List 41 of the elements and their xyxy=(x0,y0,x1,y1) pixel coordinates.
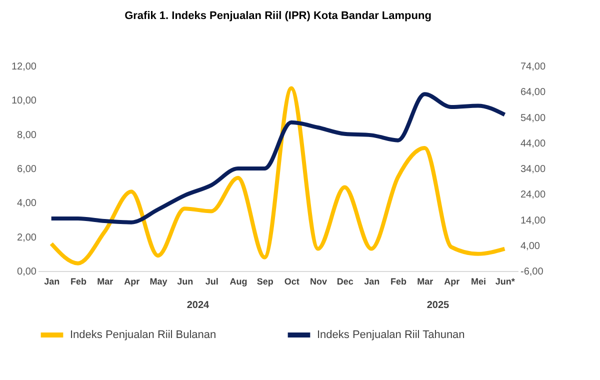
y2-tick-label: 54,00 xyxy=(520,112,546,124)
legend-label: Indeks Penjualan Riil Bulanan xyxy=(70,329,216,341)
y2-tick-label: 64,00 xyxy=(520,87,546,98)
y2-tick-label: 34,00 xyxy=(520,164,546,175)
y-tick-label: 8,00 xyxy=(17,130,37,141)
line-series xyxy=(49,86,507,266)
x-tick-label: Mei xyxy=(470,276,486,286)
y-tick-label: 10,00 xyxy=(11,96,37,107)
x-tick-label: May xyxy=(150,276,168,286)
y-tick-label: 0,00 xyxy=(17,266,37,278)
x-tick-label: Dec xyxy=(336,276,354,286)
y-tick-label: 4,00 xyxy=(17,198,37,210)
y2-tick-label: 24,00 xyxy=(520,190,546,201)
y2-tick-label: 74,00 xyxy=(520,62,546,72)
line-series xyxy=(49,92,507,224)
y-tick-label: 12,00 xyxy=(11,62,37,72)
y-tick-label: 2,00 xyxy=(17,232,37,244)
text: 2025 xyxy=(426,300,450,311)
x-tick-label: Mar xyxy=(417,276,434,286)
x-tick-label: Aug xyxy=(230,276,248,286)
x-tick-label: Jun* xyxy=(495,276,516,286)
legend-label: Indeks Penjualan Riil Tahunan xyxy=(317,329,465,341)
x-tick-label: Sep xyxy=(256,276,274,286)
x-tick-label: Apr xyxy=(124,276,140,286)
y2-tick-label: 4,00 xyxy=(520,240,540,252)
x-tick-label: Oct xyxy=(284,276,300,286)
x-tick-label: Jan xyxy=(44,276,60,286)
text: 2024 xyxy=(186,300,210,311)
x-tick-label: Jan xyxy=(364,276,380,286)
x-tick-label: Jul xyxy=(205,276,218,286)
x-tick-label: Mar xyxy=(97,276,114,286)
x-tick-label: Feb xyxy=(70,276,87,286)
x-tick-label: Apr xyxy=(444,276,460,286)
y2-tick-label: -6,00 xyxy=(520,266,544,278)
y-tick-label: 6,00 xyxy=(17,164,37,175)
x-tick-label: Feb xyxy=(390,276,407,286)
chart-title: Grafik 1. Indeks Penjualan Riil (IPR) Kota Bandar Lampung xyxy=(124,10,432,22)
y2-tick-label: 14,00 xyxy=(520,215,546,226)
x-tick-label: Jun xyxy=(177,276,194,286)
x-tick-label: Nov xyxy=(310,276,328,286)
y2-tick-label: 44,00 xyxy=(520,138,546,150)
